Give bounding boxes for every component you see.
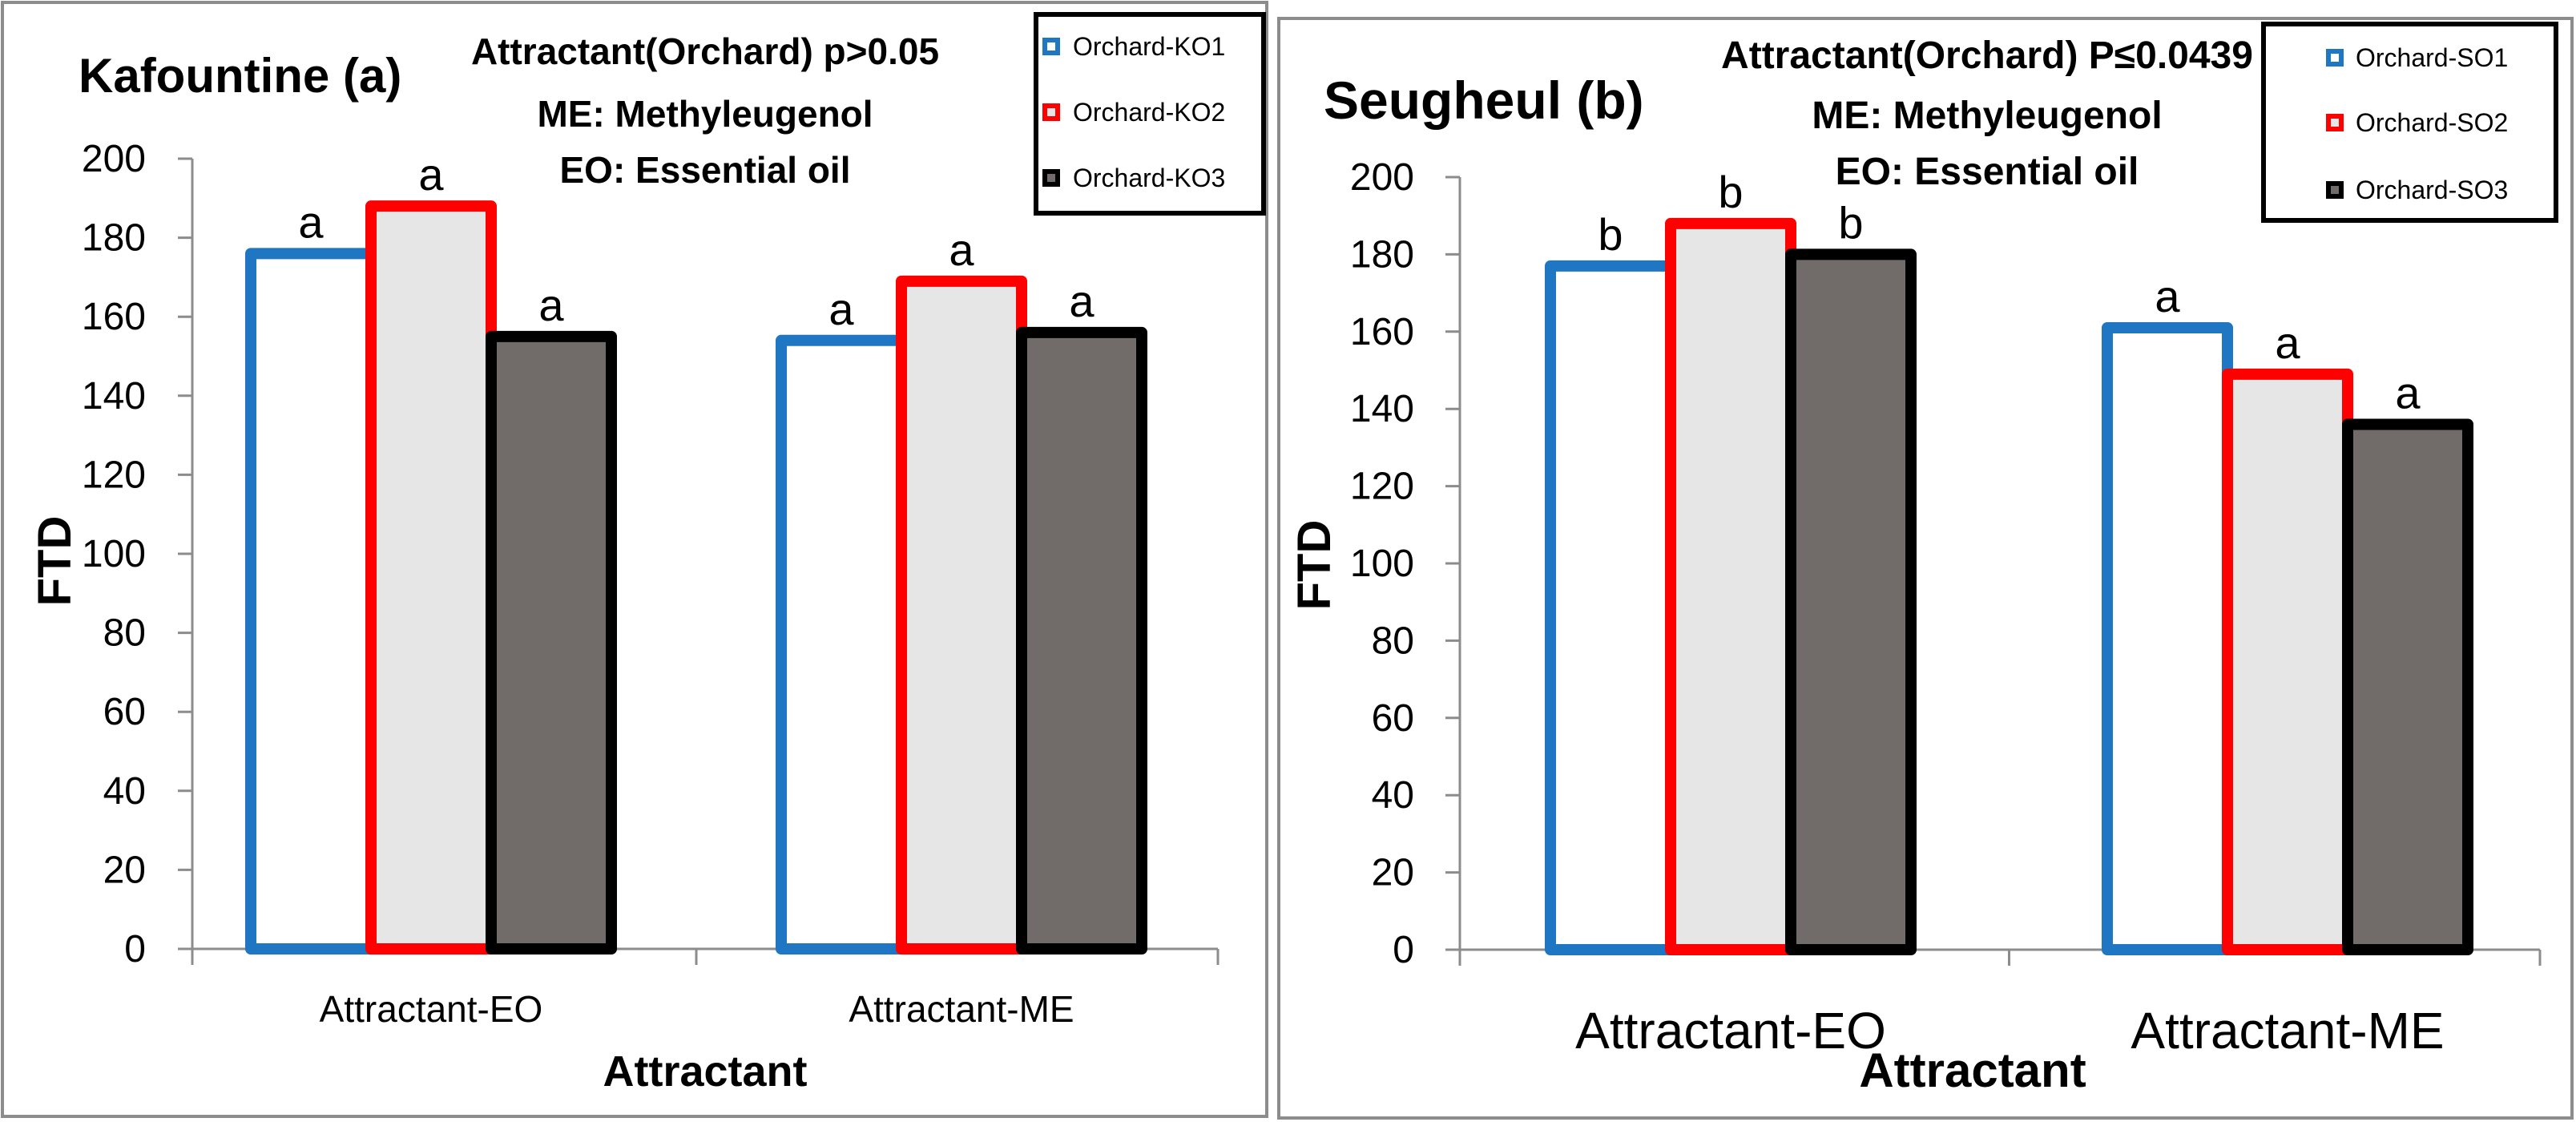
legend-entry: Orchard-SO3 [2356,176,2508,204]
y-tick-label: 180 [82,217,146,260]
annotation-line: EO: Essential oil [560,149,851,191]
y-tick-label: 140 [1350,388,1414,430]
chart-panel-1: 0 20 40 60 80 100 120 140 160 180 200 b a b a b a Attract… [1277,17,2574,1120]
bar-orchard-so3 [1785,248,1917,955]
panel-frame [1277,17,2574,1120]
y-tick-label: 0 [124,928,146,971]
y-tick-label: 80 [103,612,146,655]
bar-orchard-so3 [2342,418,2473,955]
x-category-label: Attractant-EO [1575,1002,1886,1059]
significance-letter: a [828,284,854,334]
bar-orchard-so2 [1665,217,1796,955]
significance-letter: a [1069,276,1094,326]
y-tick-label: 60 [103,691,146,733]
bar-orchard-so1 [2102,321,2233,956]
chart-title: Seugheul (b) [1324,71,1644,130]
significance-letter: b [1598,209,1623,260]
significance-letter: a [418,149,444,200]
y-tick-label: 100 [1350,543,1414,585]
y-tick-label: 40 [103,770,146,813]
significance-letter: a [538,280,564,330]
y-tick-label: 100 [82,533,146,575]
significance-letter: a [949,224,974,275]
y-tick-label: 20 [103,849,146,891]
chart-title: Kafountine (a) [79,49,401,103]
y-tick-label: 40 [1372,774,1414,817]
legend-entry: Orchard-KO3 [1073,163,1225,192]
significance-letter: a [2275,317,2300,368]
annotation-line: EO: Essential oil [1836,151,2139,193]
y-tick-label: 160 [82,296,146,338]
significance-letter: b [1838,197,1863,248]
y-tick-label: 80 [1372,620,1414,662]
panel-frame [1,1,1268,1118]
x-category-label: Attractant-ME [849,988,1074,1030]
legend-entry: Orchard-SO1 [2356,43,2508,72]
y-tick-label: 160 [1350,311,1414,353]
bar-orchard-so2 [2222,368,2353,955]
bar-orchard-ko3 [1016,326,1147,955]
bar-orchard-ko1 [776,334,907,955]
bar-orchard-so1 [1545,260,1676,955]
y-tick-label: 200 [1350,156,1414,199]
bar-orchard-ko2 [365,200,497,955]
legend-box [1034,12,1266,216]
legend-entry: Orchard-KO1 [1073,32,1225,61]
y-axis-title: FTD [1288,520,1340,611]
annotation-line: ME: Methyleugenol [1812,95,2162,137]
y-tick-label: 20 [1372,852,1414,894]
bar-orchard-ko2 [896,275,1027,955]
y-tick-label: 120 [82,454,146,496]
significance-letter: a [298,196,324,247]
legend-swatch [2326,114,2344,131]
significance-letter: a [2155,271,2180,321]
annotation-line: Attractant(Orchard) P≤0.0439 [1721,34,2253,77]
legend-swatch [1042,38,1060,55]
y-tick-label: 200 [82,138,146,180]
bar-orchard-ko1 [245,248,377,955]
y-tick-label: 180 [1350,233,1414,276]
chart-panel-0: 0 20 40 60 80 100 120 140 160 180 200 a a a a a a Attract… [1,1,1268,1118]
legend-swatch [1042,169,1060,187]
legend-swatch [2326,181,2344,199]
y-tick-label: 0 [1393,929,1414,971]
annotation-line: Attractant(Orchard) p>0.05 [471,30,939,72]
x-category-label: Attractant-EO [320,988,543,1030]
legend-entry: Orchard-KO2 [1073,98,1225,127]
x-category-label: Attractant-ME [2131,1002,2444,1059]
y-tick-label: 140 [82,375,146,418]
y-axis-title: FTD [29,516,81,607]
annotation-line: ME: Methyleugenol [537,93,873,135]
x-axis-title: Attractant [1859,1043,2086,1097]
significance-letter: a [2395,367,2421,418]
y-tick-label: 120 [1350,466,1414,508]
legend-swatch [2326,49,2344,67]
x-axis-title: Attractant [603,1047,807,1096]
y-tick-label: 60 [1372,697,1414,740]
bar-orchard-ko3 [486,330,617,955]
legend-entry: Orchard-SO2 [2356,108,2508,137]
legend-swatch [1042,103,1060,121]
significance-letter: b [1718,167,1743,217]
legend-box [2261,22,2558,223]
